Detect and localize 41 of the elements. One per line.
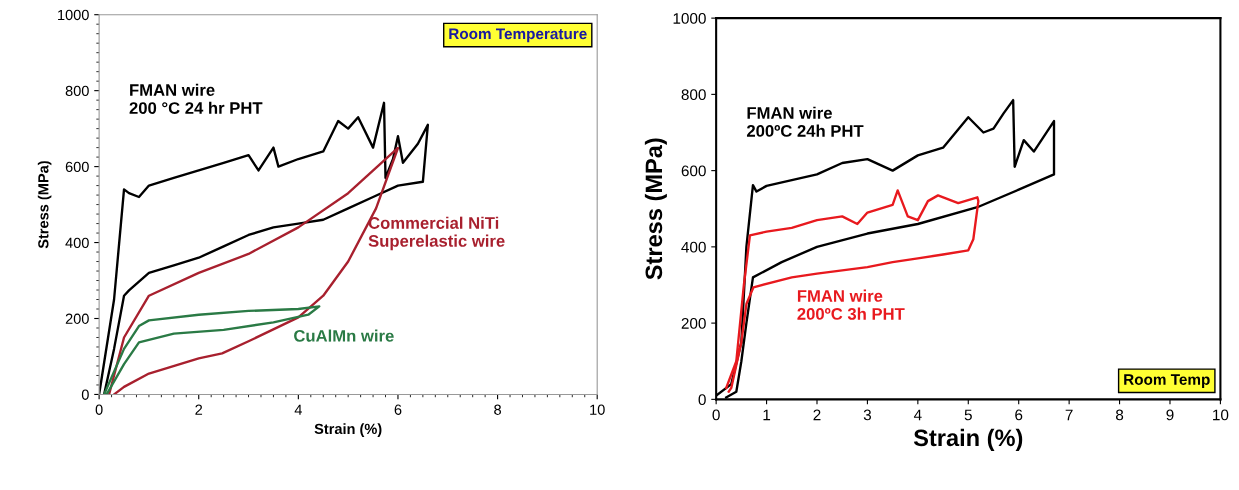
series-label: FMAN wire 200ºC 24h PHT [746,106,864,137]
series-label: CuAlMn wire [294,329,394,342]
x-tick-label: 2 [195,404,203,415]
annotation: Room Temperature [449,28,587,43]
x-tick-label: 9 [1166,409,1174,421]
x-tick-label: 10 [590,404,605,415]
y-axis-title: Stress (MPa) [644,138,667,280]
y-tick-label: 1000 [673,13,706,24]
y-tick-label: 600 [681,165,706,177]
line-series [725,189,980,393]
x-axis-title: Strain (%) [314,423,382,437]
x-axis-title: Strain (%) [913,428,1023,451]
y-tick-label: 200 [65,313,89,324]
x-tick-label: 8 [1115,409,1124,421]
y-tick-label: 400 [681,241,706,253]
series-label: FMAN wire 200ºC 3h PHT [797,289,905,320]
x-tick-label: 1 [763,409,771,421]
text: FMAN wire 200 °C 24 hr PHT [129,83,263,114]
y-tick-label: 800 [681,89,706,101]
series-label: Commercial NiTi Superelastic wire [368,216,505,251]
x-tick-label: 2 [813,409,821,421]
x-tick-label: 4 [294,404,302,415]
y-tick-label: 800 [65,85,89,97]
x-tick-label: 3 [863,409,871,421]
y-tick-label: 0 [698,394,706,406]
y-tick-label: 400 [65,237,89,248]
x-tick-label: 5 [964,409,972,421]
y-axis-title: Stress (MPa) [37,161,52,249]
y-tick-label: 600 [65,161,89,173]
x-tick-label: 7 [1065,409,1073,421]
x-tick-label: 6 [394,404,402,415]
y-tick-label: 1000 [58,9,89,21]
annotation: Room Temp [1124,374,1210,388]
x-tick-label: 0 [95,404,103,415]
x-tick-label: 0 [712,409,720,421]
x-tick-label: 10 [1213,409,1229,421]
x-tick-label: 8 [494,404,501,415]
y-tick-label: 200 [681,317,706,329]
x-tick-label: 6 [1015,409,1023,421]
y-tick-label: 0 [81,389,89,400]
x-tick-label: 4 [913,409,922,421]
